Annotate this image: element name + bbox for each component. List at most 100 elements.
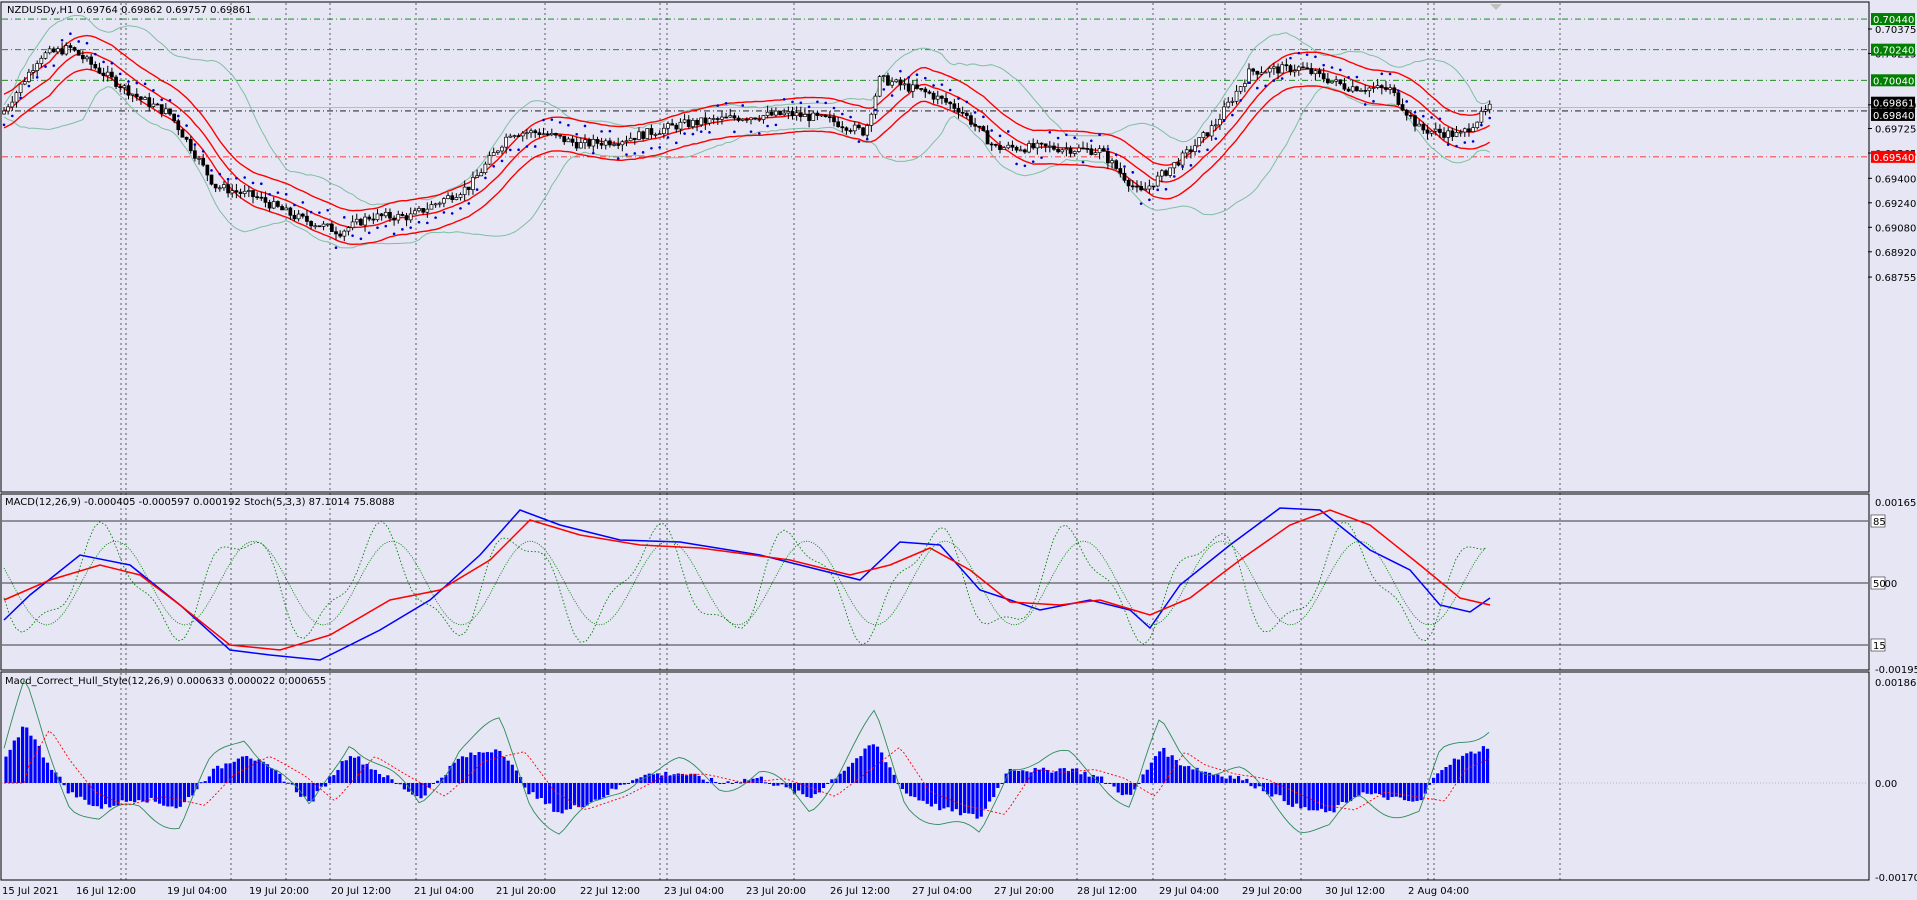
sar-dot [1106, 147, 1110, 151]
sar-dot [724, 102, 728, 105]
hull-histogram-bar [1382, 783, 1386, 798]
bull-candle [22, 81, 27, 85]
hull-macd-panel[interactable] [0, 671, 1870, 881]
bear-candle [292, 214, 297, 220]
bull-candle [230, 190, 235, 194]
bear-candle [1438, 128, 1442, 133]
stoch-level-tag [1870, 638, 1886, 652]
sar-dot [450, 212, 454, 215]
hull-histogram-bar [784, 783, 788, 788]
bear-candle [998, 144, 1002, 150]
hull-histogram-bar [813, 783, 817, 795]
main-price-panel[interactable] [0, 1, 1870, 493]
hull-histogram-bar [303, 783, 307, 797]
sar-dot [691, 132, 695, 136]
hull-histogram-bar [519, 777, 523, 783]
hull-histogram-bar [871, 744, 875, 783]
sar-dot [716, 104, 720, 107]
hull-histogram-bar [967, 783, 971, 814]
bear-candle [305, 215, 309, 222]
macd-header: MACD(12,26,9) -0.000405 -0.000597 0.0001… [5, 497, 395, 508]
hull-histogram-bar [1282, 783, 1286, 802]
hull-histogram-bar [726, 781, 730, 783]
level-tag [1871, 150, 1915, 163]
hull-histogram-bar [228, 763, 232, 783]
sar-dot [675, 141, 678, 145]
hull-histogram-bar [568, 783, 572, 810]
bull-candle [894, 79, 899, 83]
sar-dot [1206, 148, 1209, 152]
bear-candle [1400, 104, 1405, 111]
bear-candle [927, 91, 932, 94]
bear-candle [736, 117, 741, 121]
sar-dot [924, 76, 927, 80]
hull-histogram-bar [199, 782, 203, 784]
hull-histogram-bar [170, 783, 174, 807]
hull-histogram-bar [676, 773, 680, 783]
bull-candle [296, 213, 301, 220]
hull-histogram-bar [489, 752, 494, 783]
sar-dot [168, 98, 172, 102]
level-tag-label: 0.69540 [1873, 153, 1914, 164]
hull-histogram-bar [1349, 783, 1353, 802]
bull-candle [1429, 130, 1434, 134]
sar-dot [1272, 79, 1276, 82]
bull-candle [761, 115, 766, 120]
bear-candle [562, 135, 567, 143]
hull-histogram-bar [128, 783, 133, 802]
bear-candle [371, 218, 376, 221]
bull-candle [475, 175, 479, 178]
hull-histogram-bar [187, 783, 191, 798]
hull-histogram-bar [635, 778, 639, 783]
sar-dot [533, 145, 537, 148]
bear-candle [798, 112, 803, 117]
sar-dot [666, 136, 670, 139]
hull-histogram-bar [1315, 783, 1319, 811]
sar-dot [658, 146, 661, 149]
hull-histogram-bar [763, 782, 768, 784]
sar-dot [890, 94, 894, 97]
hull-histogram-bar [535, 783, 539, 799]
bull-candle [247, 190, 251, 192]
hull-histogram-bar [498, 750, 502, 783]
bull-candle [603, 140, 608, 146]
sar-dot [2, 123, 6, 127]
bear-candle [213, 183, 218, 189]
sar-dot [542, 118, 545, 122]
bull-candle [1180, 152, 1185, 166]
bull-candle [1209, 125, 1214, 137]
time-label: 19 Jul 20:00 [249, 886, 309, 897]
hull-histogram-bar [157, 783, 162, 804]
hull-histogram-bar [1207, 772, 1212, 783]
bollinger-lower [3, 85, 1490, 249]
time-label: 2 Aug 04:00 [1408, 886, 1469, 897]
bear-candle [1379, 85, 1384, 88]
hull-histogram-bar [1332, 783, 1336, 813]
sar-dot [973, 111, 977, 114]
bull-candle [1060, 149, 1065, 153]
bear-candle [1101, 148, 1106, 152]
sar-dot [85, 41, 89, 45]
bull-candle [1259, 72, 1264, 75]
hull-header: Macd_Correct_Hull_Style(12,26,9) 0.00063… [5, 676, 326, 687]
hull-histogram-bar [182, 783, 187, 803]
scroll-arrow-icon[interactable] [1490, 4, 1502, 10]
hull-histogram-bar [942, 783, 946, 809]
price-label: 0.69725 [1875, 125, 1916, 136]
bull-candle [1230, 100, 1235, 103]
sar-dot [608, 129, 612, 133]
bull-candle [1234, 90, 1239, 102]
sar-dot [517, 148, 520, 151]
hull-histogram-bar [1245, 778, 1249, 783]
hull-histogram-bar [1324, 783, 1328, 813]
sar-dot [143, 82, 147, 86]
hull-histogram-bar [104, 783, 108, 805]
bull-candle [890, 81, 894, 86]
sar-dot [1305, 53, 1309, 56]
bear-candle [948, 101, 953, 105]
hull-histogram-bar [543, 783, 548, 805]
macd-stoch-panel[interactable] [0, 493, 1870, 671]
bull-candle [6, 106, 11, 112]
sar-dot [957, 97, 960, 100]
